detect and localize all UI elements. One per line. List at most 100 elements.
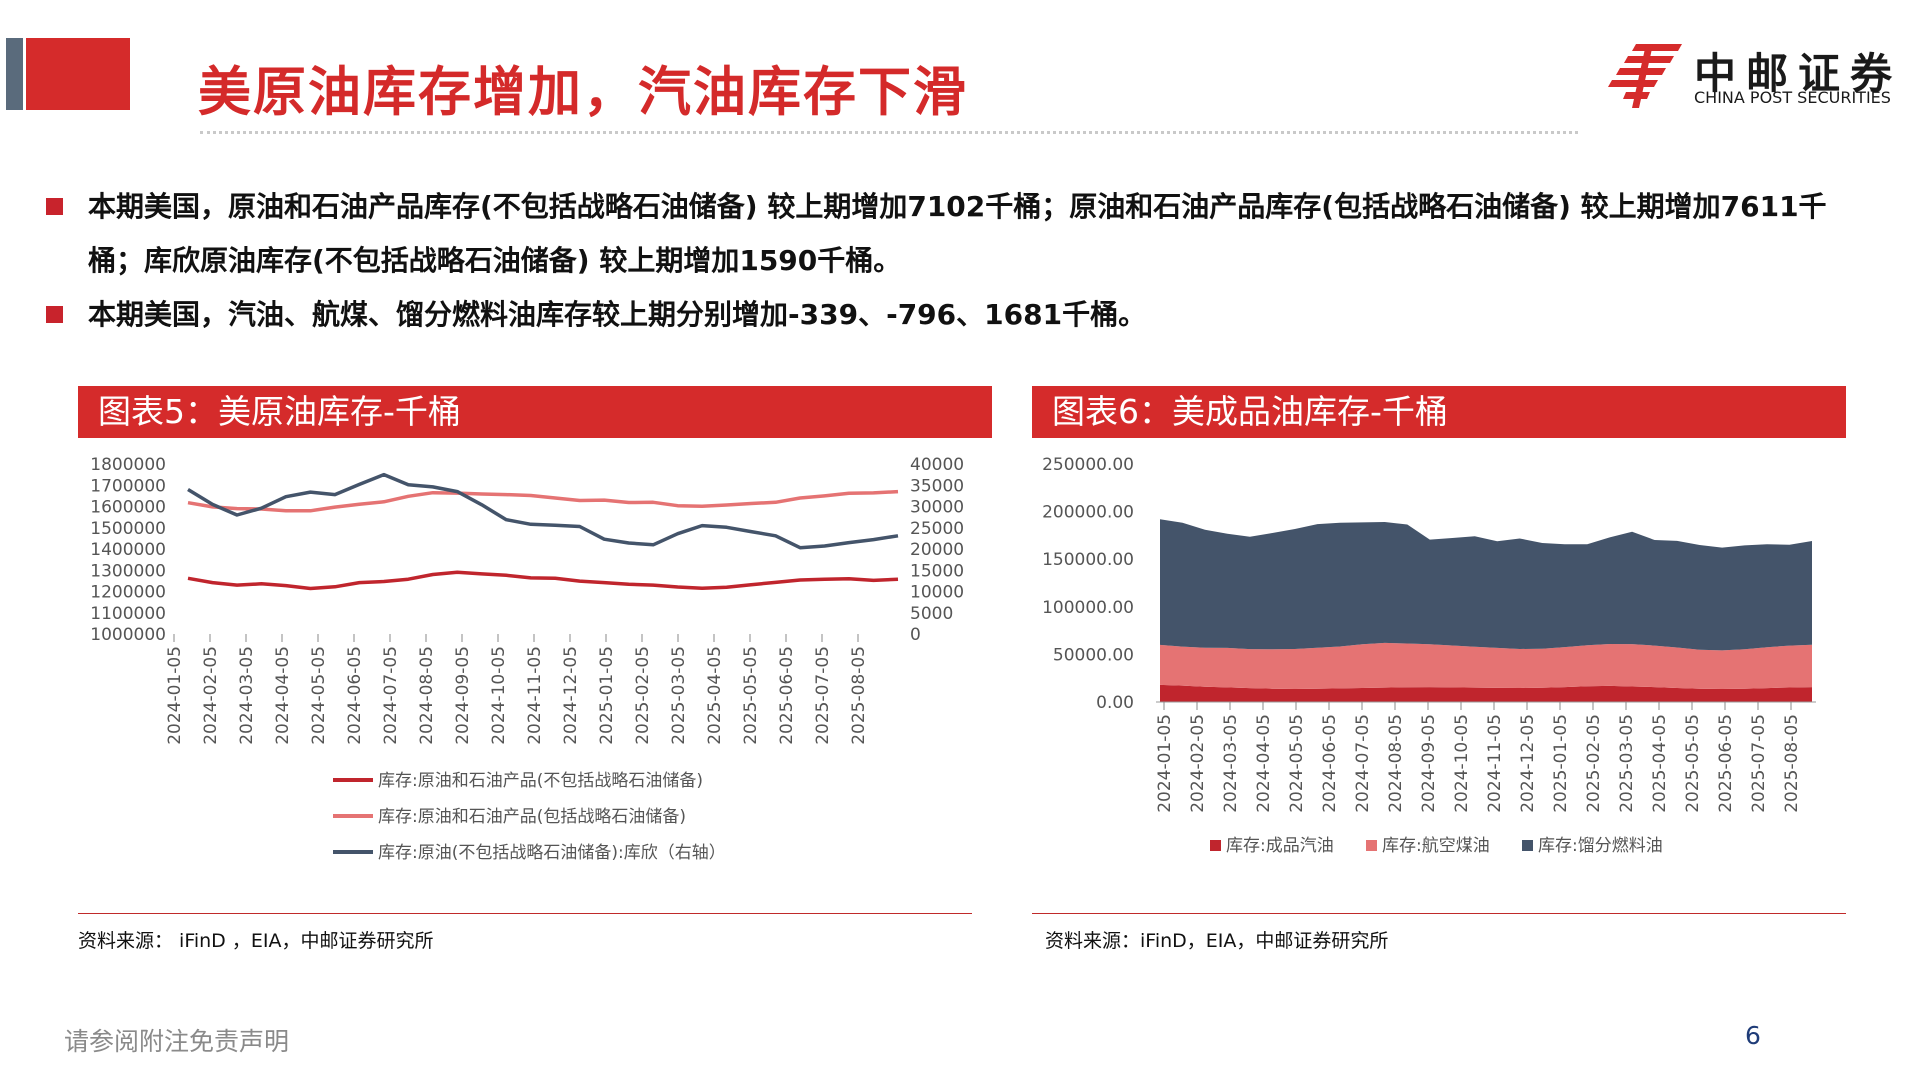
bullet-item: 本期美国，原油和石油产品库存(不包括战略石油储备) 较上期增加7102千桶；原油… xyxy=(46,180,1906,288)
y-right-tick-label: 0 xyxy=(910,625,921,645)
y-right-tick-label: 5000 xyxy=(910,604,953,624)
chart-left-source: 资料来源： iFinD ，EIA，中邮证券研究所 xyxy=(78,930,434,952)
y-right-tick-label: 20000 xyxy=(910,540,964,560)
legend-label: 库存:成品汽油 xyxy=(1226,836,1334,856)
x-tick-label: 2024-11-05 xyxy=(1485,714,1505,813)
page-number: 6 xyxy=(1745,1021,1761,1050)
x-tick-label: 2024-05-05 xyxy=(1287,714,1307,813)
bullet-item: 本期美国，汽油、航煤、馏分燃料油库存较上期分别增加-339、-796、1681千… xyxy=(46,288,1906,342)
y-left-tick-label: 1800000 xyxy=(90,455,166,475)
x-tick-label: 2025-01-05 xyxy=(597,646,617,745)
chart-right-source: 资料来源：iFinD，EIA，中邮证券研究所 xyxy=(1045,930,1389,952)
x-tick-label: 2024-04-05 xyxy=(1254,714,1274,813)
legend-swatch xyxy=(1522,840,1533,851)
y-left-tick-label: 1700000 xyxy=(90,476,166,496)
x-tick-label: 2024-07-05 xyxy=(381,646,401,745)
title-divider xyxy=(200,131,1578,134)
series-area-1 xyxy=(1160,684,1812,702)
x-tick-label: 2024-08-05 xyxy=(417,646,437,745)
series-line-3 xyxy=(187,472,899,550)
x-tick-label: 2024-10-05 xyxy=(489,646,509,745)
header-decor-bar-red xyxy=(26,38,130,110)
y-left-tick-label: 1100000 xyxy=(90,604,166,624)
x-tick-label: 2025-01-05 xyxy=(1551,714,1571,813)
x-tick-label: 2024-12-05 xyxy=(1518,714,1538,813)
header-decor-bar-gray xyxy=(6,38,23,110)
x-tick-label: 2024-02-05 xyxy=(201,646,221,745)
series-line-2 xyxy=(187,489,899,513)
x-tick-label: 2025-05-05 xyxy=(1683,714,1703,813)
legend-swatch xyxy=(1210,840,1221,851)
x-tick-label: 2025-07-05 xyxy=(1749,714,1769,813)
x-tick-label: 2024-02-05 xyxy=(1188,714,1208,813)
disclaimer-text: 请参阅附注免责声明 xyxy=(64,1027,290,1056)
x-tick-label: 2025-08-05 xyxy=(849,646,869,745)
y-right-tick-label: 10000 xyxy=(910,583,964,603)
y-tick-label: 200000.00 xyxy=(1042,503,1134,523)
y-tick-label: 250000.00 xyxy=(1042,455,1134,475)
legend-label: 库存:原油(不包括战略石油储备):库欣（右轴） xyxy=(378,843,726,863)
x-tick-label: 2024-01-05 xyxy=(1155,714,1175,813)
y-right-tick-label: 25000 xyxy=(910,519,964,539)
legend-label: 库存:馏分燃料油 xyxy=(1538,836,1663,856)
chart-left-header: 图表5：美原油库存-千桶 xyxy=(78,386,992,438)
bullet-square-icon xyxy=(46,306,63,323)
chart-right-header: 图表6：美成品油库存-千桶 xyxy=(1032,386,1846,438)
x-tick-label: 2024-03-05 xyxy=(237,646,257,745)
series-area-3 xyxy=(1160,519,1812,651)
x-tick-label: 2025-06-05 xyxy=(777,646,797,745)
x-tick-label: 2024-10-05 xyxy=(1452,714,1472,813)
y-left-tick-label: 1400000 xyxy=(90,540,166,560)
x-tick-label: 2024-12-05 xyxy=(561,646,581,745)
y-tick-label: 150000.00 xyxy=(1042,550,1134,570)
bullet-text: 本期美国，汽油、航煤、馏分燃料油库存较上期分别增加-339、-796、1681千… xyxy=(88,298,1147,331)
x-tick-label: 2025-04-05 xyxy=(1650,714,1670,813)
y-tick-label: 50000.00 xyxy=(1053,645,1134,665)
x-tick-label: 2024-09-05 xyxy=(1419,714,1439,813)
chart-left-source-rule xyxy=(78,913,972,914)
y-tick-label: 100000.00 xyxy=(1042,598,1134,618)
x-tick-label: 2024-07-05 xyxy=(1353,714,1373,813)
company-logo: 中邮证券 CHINA POST SECURITIES xyxy=(1606,40,1896,112)
logo-text-en: CHINA POST SECURITIES xyxy=(1694,88,1891,107)
y-right-tick-label: 40000 xyxy=(910,455,964,475)
x-tick-label: 2024-03-05 xyxy=(1221,714,1241,813)
x-tick-label: 2025-03-05 xyxy=(669,646,689,745)
y-right-tick-label: 30000 xyxy=(910,498,964,518)
y-left-tick-label: 1600000 xyxy=(90,498,166,518)
x-tick-label: 2025-02-05 xyxy=(633,646,653,745)
x-tick-label: 2024-06-05 xyxy=(345,646,365,745)
x-tick-label: 2025-05-05 xyxy=(741,646,761,745)
x-tick-label: 2024-09-05 xyxy=(453,646,473,745)
y-tick-label: 0.00 xyxy=(1096,693,1134,713)
page-title: 美原油库存增加，汽油库存下滑 xyxy=(198,62,968,123)
logo-text-cn: 中邮证券 xyxy=(1694,49,1903,98)
x-tick-label: 2025-02-05 xyxy=(1584,714,1604,813)
chart-left-figure: 1800000170000016000001500000140000013000… xyxy=(90,455,964,863)
y-right-tick-label: 15000 xyxy=(910,561,964,581)
y-left-tick-label: 1000000 xyxy=(90,625,166,645)
y-right-tick-label: 35000 xyxy=(910,476,964,496)
bullet-square-icon xyxy=(46,198,63,215)
x-tick-label: 2024-05-05 xyxy=(309,646,329,745)
chart-right-source-rule xyxy=(1032,913,1846,914)
china-post-emblem-icon xyxy=(1608,44,1682,108)
chart-right-figure: 250000.00 200000.00 150000.00 100000.00 5000… xyxy=(1042,455,1816,856)
x-tick-label: 2025-08-05 xyxy=(1782,714,1802,813)
legend-swatch xyxy=(1366,840,1377,851)
y-left-tick-label: 1200000 xyxy=(90,583,166,603)
series-area-2 xyxy=(1160,642,1812,689)
x-tick-label: 2024-08-05 xyxy=(1386,714,1406,813)
legend-label: 库存:原油和石油产品(不包括战略石油储备) xyxy=(378,771,703,791)
legend-label: 库存:原油和石油产品(包括战略石油储备) xyxy=(378,807,686,827)
x-tick-label: 2025-07-05 xyxy=(813,646,833,745)
legend-label: 库存:航空煤油 xyxy=(1382,836,1490,856)
x-tick-label: 2024-04-05 xyxy=(273,646,293,745)
y-left-tick-label: 1500000 xyxy=(90,519,166,539)
x-tick-label: 2025-06-05 xyxy=(1716,714,1736,813)
x-tick-label: 2024-06-05 xyxy=(1320,714,1340,813)
x-tick-label: 2024-01-05 xyxy=(165,646,185,745)
x-tick-label: 2025-03-05 xyxy=(1617,714,1637,813)
x-tick-label: 2025-04-05 xyxy=(705,646,725,745)
series-line-1 xyxy=(187,570,899,591)
